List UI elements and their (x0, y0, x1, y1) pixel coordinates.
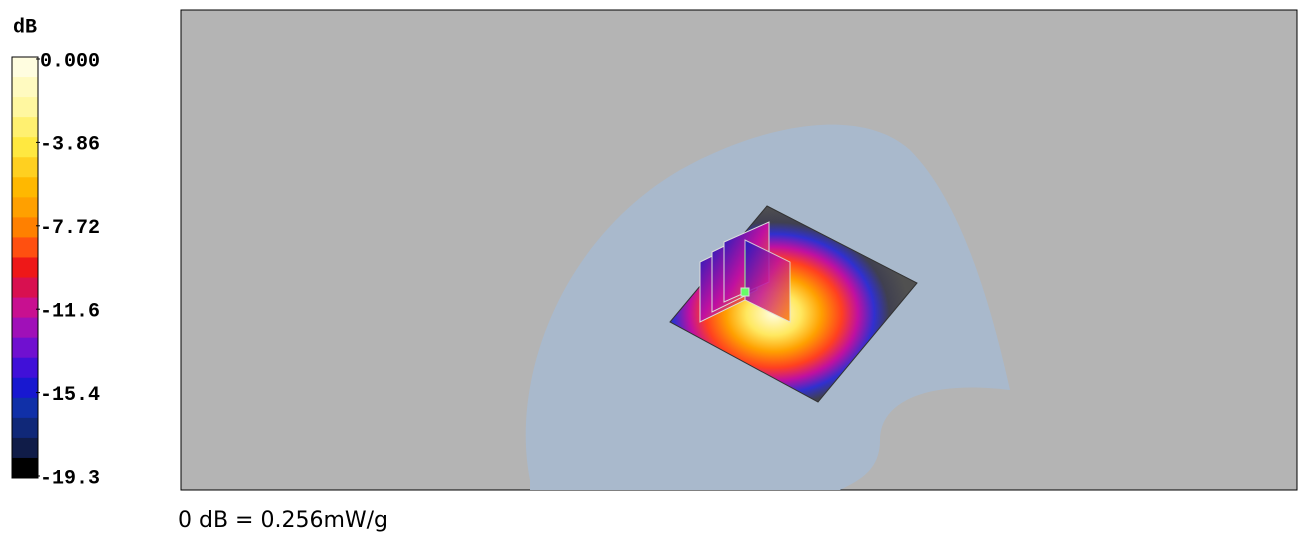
colorbar-band (12, 297, 38, 319)
colorbar-band (12, 237, 38, 258)
colorbar-tick-label: -15.4 (40, 384, 100, 407)
colorbar-frame (11, 56, 39, 479)
colorbar-band (12, 137, 38, 158)
colorbar-ticks: 0.000 -3.86 -7.72 -11.6 -15.4 -19.3 (36, 50, 100, 490)
colorbar-band (12, 357, 38, 379)
colorbar-tick-label: -11.6 (40, 300, 100, 323)
zoom-scan (699, 221, 791, 323)
colorbar-band (12, 197, 38, 218)
colorbar-band (12, 117, 38, 138)
colorbar-tick-label: 0.000 (40, 50, 100, 73)
colorbar-band (12, 277, 38, 299)
colorbar-band (12, 77, 38, 98)
colorbar-unit: dB (13, 16, 37, 39)
colorbar-band (12, 397, 38, 419)
colorbar-tick-label: -19.3 (40, 467, 100, 490)
colorbar-band (12, 377, 38, 399)
colorbar-band (12, 437, 38, 459)
colorbar-band (12, 157, 38, 178)
colorbar-band (12, 97, 38, 118)
colorbar-band (12, 317, 38, 339)
colorbar-band (12, 337, 38, 359)
colorbar-band (12, 417, 38, 439)
colorbar (11, 56, 39, 479)
caption: 0 dB = 0.256mW/g (178, 508, 388, 533)
colorbar-band (12, 177, 38, 198)
colorbar-band (12, 257, 38, 279)
colorbar-band (12, 57, 38, 78)
colorbar-tick-label: -7.72 (40, 217, 100, 240)
colorbar-tick-label: -3.86 (40, 134, 100, 157)
colorbar-band (12, 217, 38, 238)
colorbar-band (12, 457, 38, 479)
